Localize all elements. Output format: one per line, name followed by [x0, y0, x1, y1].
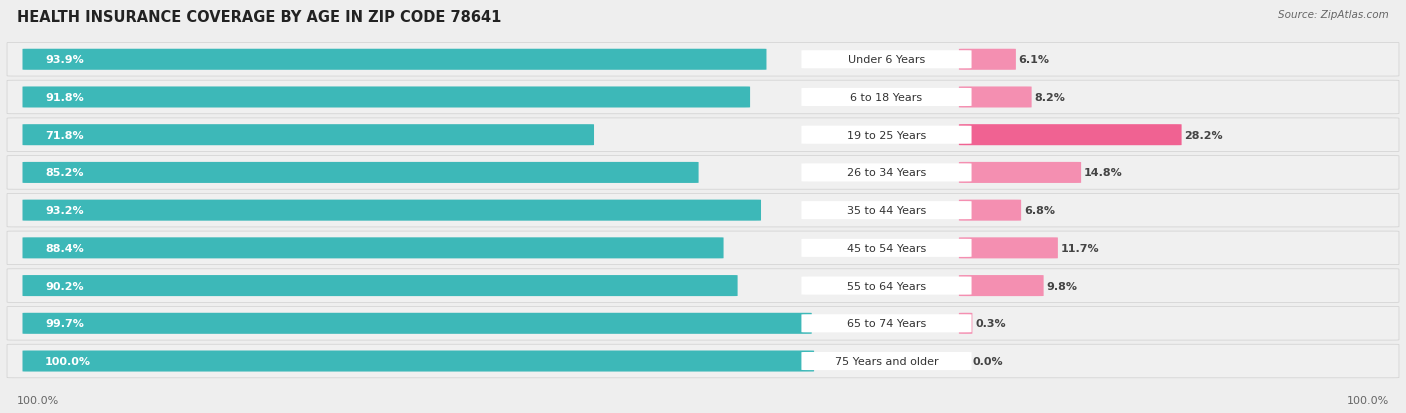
Text: 28.2%: 28.2%: [1184, 131, 1223, 140]
FancyBboxPatch shape: [7, 307, 1399, 340]
Text: 71.8%: 71.8%: [45, 131, 83, 140]
FancyBboxPatch shape: [22, 313, 811, 334]
FancyBboxPatch shape: [22, 162, 699, 183]
FancyBboxPatch shape: [7, 81, 1399, 114]
Text: Source: ZipAtlas.com: Source: ZipAtlas.com: [1278, 10, 1389, 20]
Text: 26 to 34 Years: 26 to 34 Years: [846, 168, 927, 178]
Text: 45 to 54 Years: 45 to 54 Years: [846, 243, 927, 253]
FancyBboxPatch shape: [22, 238, 724, 259]
FancyBboxPatch shape: [22, 87, 749, 108]
Text: 6.8%: 6.8%: [1024, 206, 1054, 216]
FancyBboxPatch shape: [7, 344, 1399, 378]
Text: 0.0%: 0.0%: [973, 356, 1004, 366]
Text: 6.1%: 6.1%: [1019, 55, 1050, 65]
Text: 100.0%: 100.0%: [17, 395, 59, 405]
FancyBboxPatch shape: [7, 119, 1399, 152]
FancyBboxPatch shape: [801, 202, 972, 220]
FancyBboxPatch shape: [22, 50, 766, 71]
FancyBboxPatch shape: [801, 314, 972, 332]
Text: 100.0%: 100.0%: [1347, 395, 1389, 405]
Text: 65 to 74 Years: 65 to 74 Years: [846, 318, 927, 328]
Text: 93.9%: 93.9%: [45, 55, 84, 65]
FancyBboxPatch shape: [22, 351, 814, 372]
FancyBboxPatch shape: [801, 277, 972, 295]
Text: 11.7%: 11.7%: [1060, 243, 1099, 253]
FancyBboxPatch shape: [22, 200, 761, 221]
FancyBboxPatch shape: [959, 238, 1057, 259]
Text: 9.8%: 9.8%: [1046, 281, 1077, 291]
Text: Under 6 Years: Under 6 Years: [848, 55, 925, 65]
Text: 19 to 25 Years: 19 to 25 Years: [846, 131, 927, 140]
Text: 0.3%: 0.3%: [976, 318, 1005, 328]
Text: 88.4%: 88.4%: [45, 243, 84, 253]
FancyBboxPatch shape: [22, 275, 738, 297]
FancyBboxPatch shape: [7, 232, 1399, 265]
Text: 8.2%: 8.2%: [1035, 93, 1066, 103]
FancyBboxPatch shape: [801, 51, 972, 69]
FancyBboxPatch shape: [959, 275, 1043, 297]
FancyBboxPatch shape: [7, 156, 1399, 190]
FancyBboxPatch shape: [959, 125, 1181, 146]
Text: HEALTH INSURANCE COVERAGE BY AGE IN ZIP CODE 78641: HEALTH INSURANCE COVERAGE BY AGE IN ZIP …: [17, 10, 502, 25]
Text: 14.8%: 14.8%: [1084, 168, 1122, 178]
FancyBboxPatch shape: [959, 87, 1032, 108]
Text: 85.2%: 85.2%: [45, 168, 83, 178]
Text: 100.0%: 100.0%: [45, 356, 91, 366]
FancyBboxPatch shape: [7, 269, 1399, 303]
Text: 90.2%: 90.2%: [45, 281, 83, 291]
FancyBboxPatch shape: [801, 126, 972, 145]
Text: 55 to 64 Years: 55 to 64 Years: [846, 281, 927, 291]
FancyBboxPatch shape: [801, 352, 972, 370]
FancyBboxPatch shape: [801, 239, 972, 257]
Text: 75 Years and older: 75 Years and older: [835, 356, 938, 366]
FancyBboxPatch shape: [959, 200, 1021, 221]
FancyBboxPatch shape: [22, 125, 593, 146]
FancyBboxPatch shape: [959, 50, 1017, 71]
Text: 91.8%: 91.8%: [45, 93, 84, 103]
Text: 99.7%: 99.7%: [45, 318, 84, 328]
FancyBboxPatch shape: [7, 43, 1399, 77]
Text: 6 to 18 Years: 6 to 18 Years: [851, 93, 922, 103]
FancyBboxPatch shape: [959, 162, 1081, 183]
Legend: With Coverage, Without Coverage: With Coverage, Without Coverage: [576, 412, 830, 413]
FancyBboxPatch shape: [801, 164, 972, 182]
FancyBboxPatch shape: [959, 313, 973, 334]
Text: 93.2%: 93.2%: [45, 206, 83, 216]
FancyBboxPatch shape: [801, 89, 972, 107]
Text: 35 to 44 Years: 35 to 44 Years: [846, 206, 927, 216]
FancyBboxPatch shape: [7, 194, 1399, 228]
